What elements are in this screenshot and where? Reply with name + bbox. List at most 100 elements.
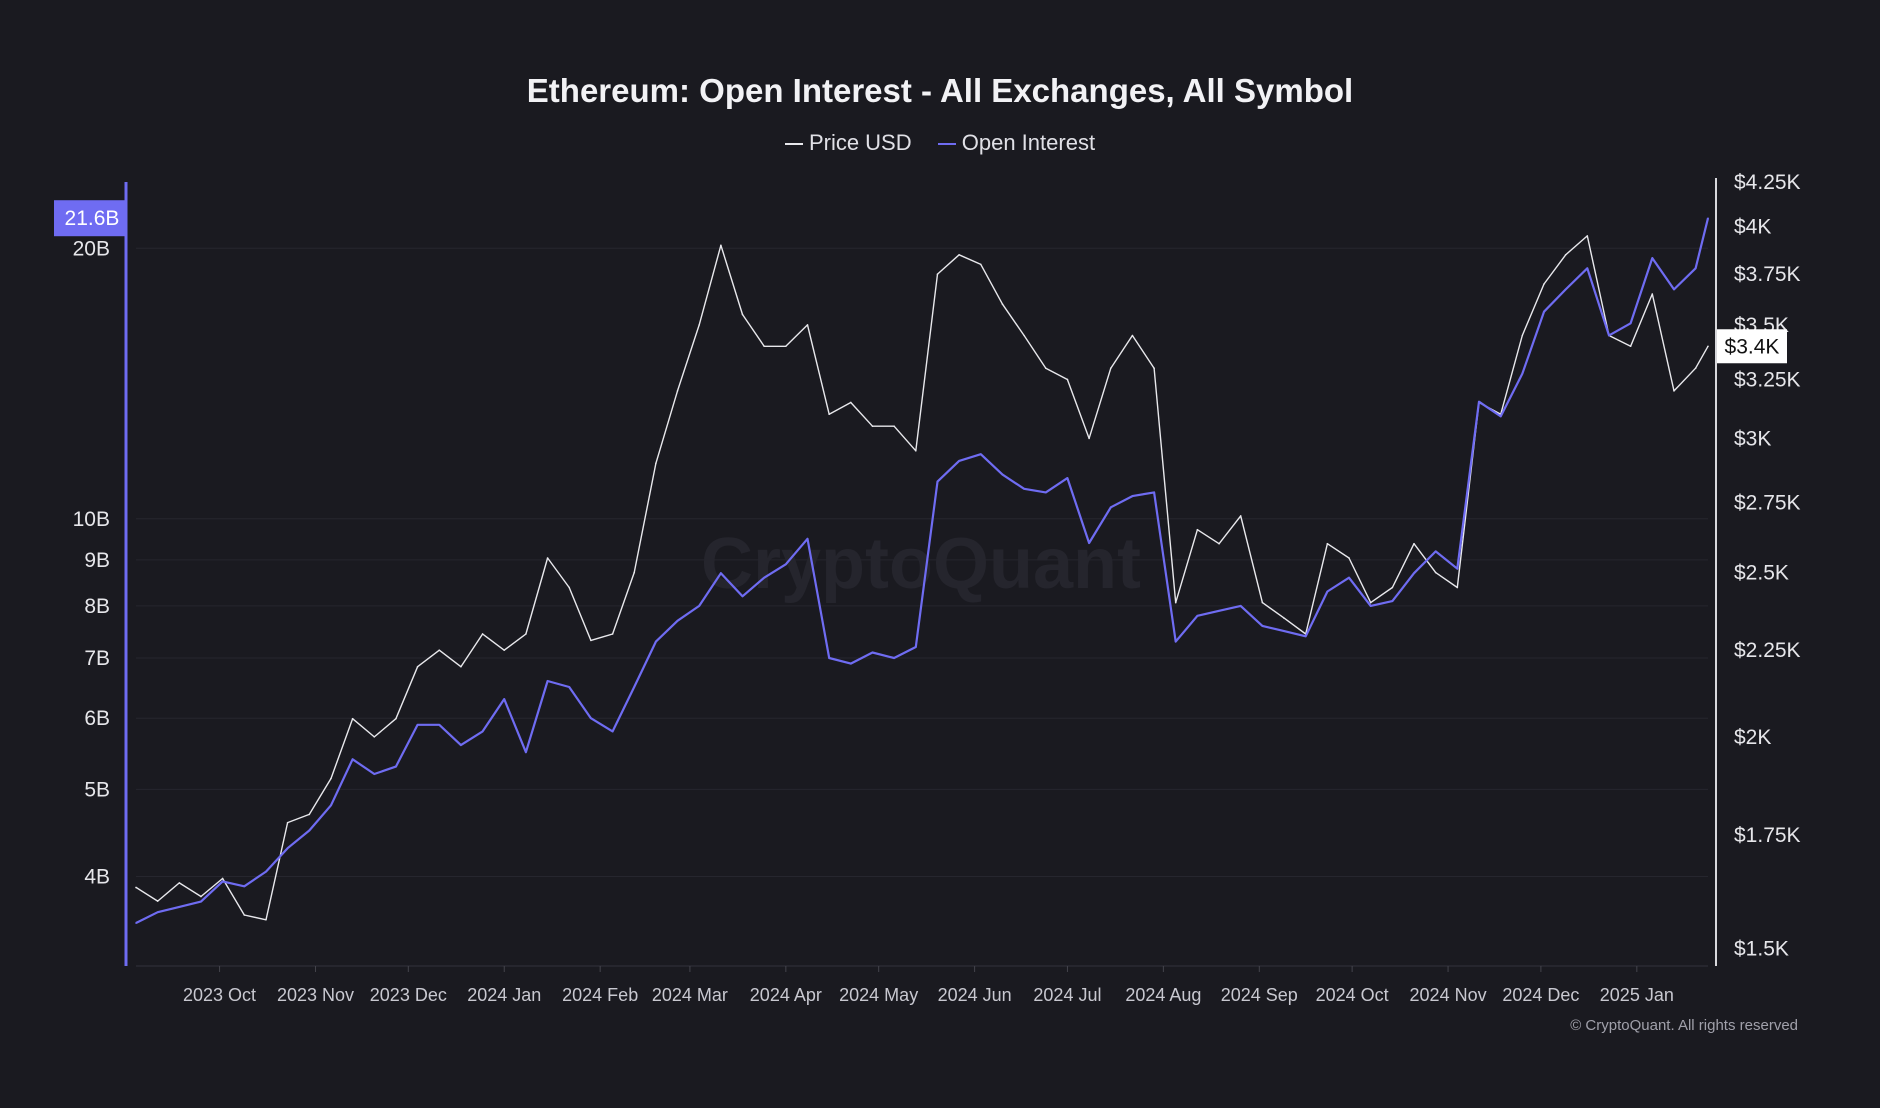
x-axis-tick-label: 2024 Oct	[1316, 985, 1389, 1005]
price-point	[481, 633, 484, 635]
price-point	[1196, 528, 1199, 531]
price-point	[1153, 367, 1155, 370]
watermark: CryptoQuant	[701, 524, 1141, 604]
right-current-value-label: $3.4K	[1725, 335, 1780, 358]
price-point	[1694, 367, 1697, 370]
left-current-value-label: 21.6B	[65, 207, 120, 230]
price-point	[265, 918, 267, 921]
open-interest-point	[1586, 267, 1589, 270]
price-point	[1673, 390, 1675, 392]
price-point	[200, 895, 202, 898]
open-interest-point	[1369, 605, 1372, 607]
right-current-value-badge	[1717, 329, 1787, 364]
price-point	[178, 882, 181, 884]
open-interest-point	[936, 480, 939, 483]
legend-item-price[interactable]: Price USD	[784, 130, 912, 156]
open-interest-point	[1326, 590, 1329, 593]
open-interest-point	[1456, 567, 1459, 570]
price-point	[720, 244, 722, 247]
open-interest-point	[1694, 267, 1697, 270]
price-point	[416, 665, 419, 668]
price-point	[1434, 571, 1437, 574]
price-point	[568, 586, 571, 589]
price-point	[763, 345, 765, 348]
open-interest-point	[698, 605, 700, 607]
x-axis-tick-label: 2023 Nov	[277, 985, 354, 1005]
price-point	[1413, 542, 1415, 545]
open-interest-point	[525, 751, 527, 753]
price-point	[655, 462, 657, 465]
open-interest-point	[568, 686, 571, 688]
open-interest-point	[958, 460, 960, 462]
open-interest-point	[1153, 491, 1155, 494]
open-interest-point	[1629, 322, 1632, 325]
open-interest-point	[915, 646, 917, 648]
x-axis-tick-label: 2024 Feb	[562, 985, 638, 1005]
price-point	[958, 253, 960, 256]
price-point	[1564, 253, 1567, 256]
open-interest-point	[1434, 550, 1437, 553]
right-axis-tick-label: $2.25K	[1734, 639, 1801, 662]
open-interest-point	[1391, 600, 1394, 602]
price-point	[915, 449, 917, 452]
x-axis-tick-label: 2024 Jun	[938, 985, 1012, 1005]
open-interest-point	[1196, 614, 1199, 617]
x-axis-tick-label: 2024 Jan	[467, 985, 541, 1005]
open-interest-line	[135, 217, 1710, 924]
price-point	[1088, 437, 1090, 440]
price-point	[1651, 293, 1654, 295]
price-point	[871, 425, 874, 428]
open-interest-point	[416, 723, 419, 726]
open-interest-point	[135, 922, 137, 924]
open-interest-point	[806, 538, 809, 540]
open-interest-point	[1044, 491, 1047, 494]
right-axis-tick-label: $3.75K	[1734, 263, 1801, 286]
open-interest-point	[1707, 217, 1709, 220]
open-interest-point	[1543, 310, 1545, 313]
x-axis-tick-label: 2024 Apr	[750, 985, 822, 1005]
price-point	[979, 263, 982, 266]
price-point	[460, 665, 462, 668]
open-interest-point	[178, 906, 181, 908]
open-interest-point	[1088, 542, 1090, 544]
left-axis-tick-label: 10B	[73, 508, 110, 531]
price-point	[1174, 601, 1177, 604]
legend-item-open-interest[interactable]: Open Interest	[937, 130, 1095, 156]
price-point	[676, 390, 679, 392]
x-axis-tick-label: 2024 Sep	[1221, 985, 1298, 1005]
chart-title: Ethereum: Open Interest - All Exchanges,…	[526, 72, 1354, 109]
x-axis-tick-label: 2023 Dec	[370, 985, 447, 1005]
price-point	[546, 557, 549, 559]
open-interest-point	[828, 657, 830, 659]
open-interest-point	[503, 698, 506, 700]
open-interest-point	[1304, 635, 1307, 638]
price-point	[135, 886, 137, 889]
price-point	[936, 273, 939, 275]
right-axis-tick-label: $2K	[1734, 726, 1771, 749]
open-interest-point	[243, 885, 246, 888]
open-interest-point	[265, 870, 267, 873]
left-axis-tick-label: 20B	[73, 237, 110, 260]
right-axis-tick-label: $4K	[1734, 216, 1771, 239]
open-interest-point	[308, 829, 311, 832]
open-interest-point	[1564, 288, 1567, 291]
open-interest-point	[221, 880, 224, 883]
legend-swatch-price	[784, 143, 803, 146]
price-point	[1218, 542, 1220, 545]
open-interest-point	[156, 911, 159, 913]
open-interest-point	[1348, 576, 1350, 579]
open-interest-point	[351, 758, 354, 761]
copyright-footer: © CryptoQuant. All rights reserved	[1570, 1017, 1798, 1034]
x-axis-tick-label: 2024 May	[839, 985, 918, 1005]
price-point	[1326, 542, 1329, 545]
open-interest-point	[1283, 630, 1285, 632]
price-point	[1066, 378, 1069, 381]
price-point	[286, 821, 289, 824]
price-point	[850, 401, 852, 404]
open-interest-point	[460, 744, 462, 746]
price-point	[308, 813, 311, 816]
price-point	[1109, 367, 1112, 370]
open-interest-point	[1001, 473, 1004, 476]
open-interest-point	[1239, 605, 1242, 607]
